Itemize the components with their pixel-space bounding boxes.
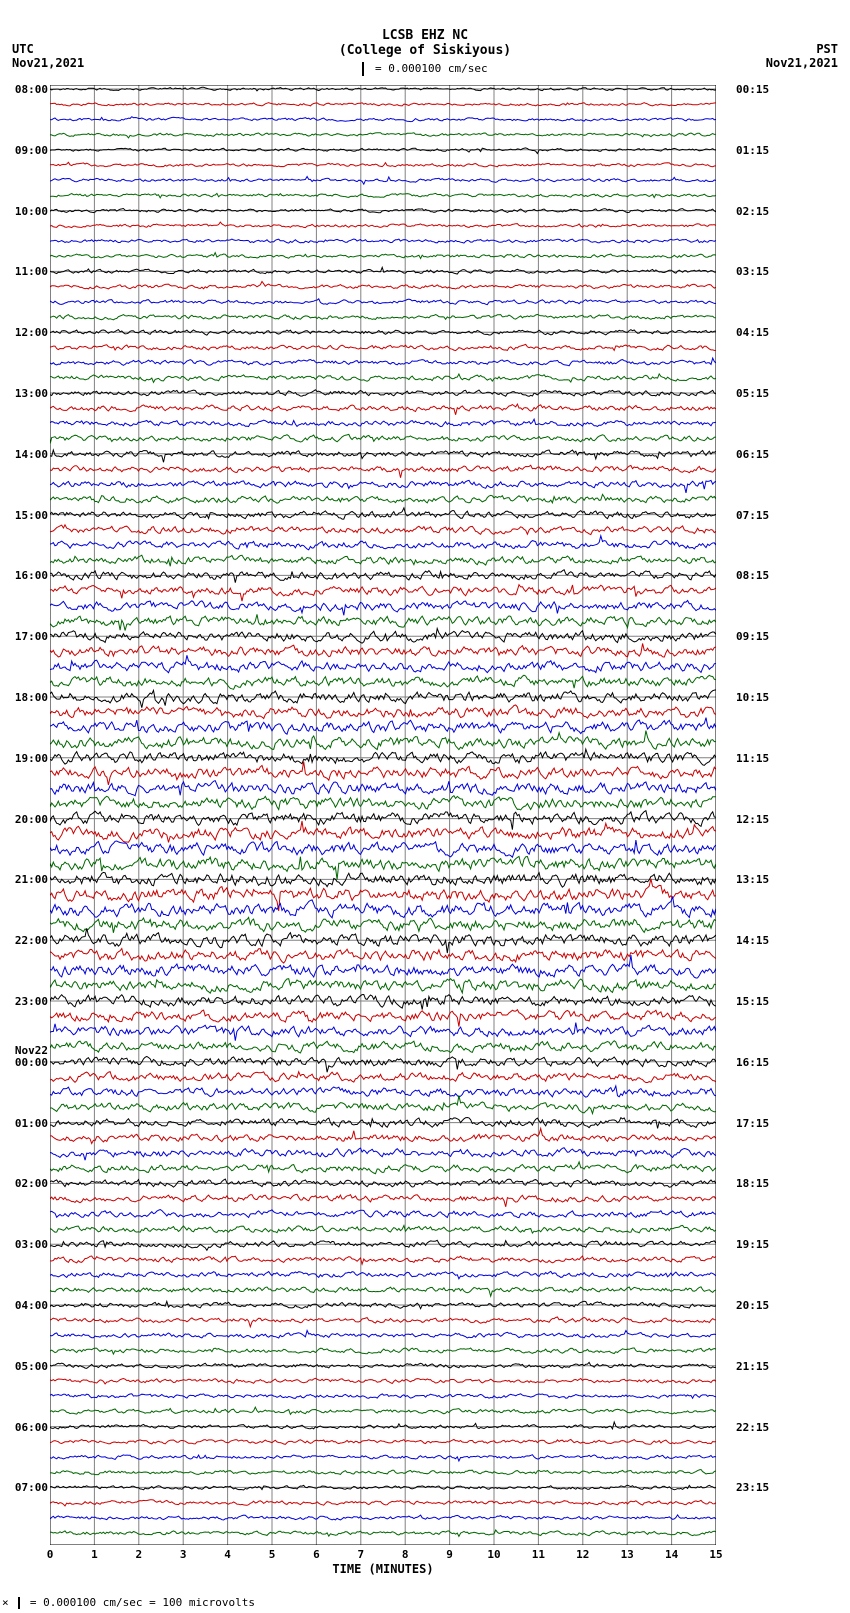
station-title: LCSB EHZ NC [0,0,850,43]
right-time: 02:15 [736,205,776,218]
x-tick: 2 [135,1548,142,1561]
left-time: 19:00 [10,752,48,765]
right-time: 07:15 [736,509,776,522]
right-time: 06:15 [736,448,776,461]
right-time: 14:15 [736,934,776,947]
station-subtitle: (College of Siskiyous) [0,43,850,58]
right-time: 20:15 [736,1299,776,1312]
right-time: 17:15 [736,1117,776,1130]
x-tick: 1 [91,1548,98,1561]
tz-left: UTC [12,42,34,56]
left-time: 05:00 [10,1360,48,1373]
x-tick: 4 [224,1548,231,1561]
right-time: 12:15 [736,813,776,826]
footer-bar-icon [18,1597,20,1609]
scale-label: = 0.000100 cm/sec [0,62,850,76]
left-time: 22:00 [10,934,48,947]
helicorder-container: LCSB EHZ NC (College of Siskiyous) = 0.0… [0,0,850,1613]
helicorder-svg [50,85,716,1545]
right-time: 15:15 [736,995,776,1008]
right-time: 13:15 [736,873,776,886]
x-tick: 14 [665,1548,678,1561]
left-time: 16:00 [10,569,48,582]
x-tick: 6 [313,1548,320,1561]
x-tick: 15 [709,1548,722,1561]
left-time: 04:00 [10,1299,48,1312]
right-time: 01:15 [736,144,776,157]
xaxis-label: TIME (MINUTES) [50,1562,716,1576]
footer: × = 0.000100 cm/sec = 100 microvolts [2,1596,255,1609]
x-tick: 11 [532,1548,545,1561]
tz-right: PST [816,42,838,56]
right-time: 03:15 [736,265,776,278]
left-time: 21:00 [10,873,48,886]
x-tick: 12 [576,1548,589,1561]
scale-text: = 0.000100 cm/sec [375,62,488,75]
left-time: 03:00 [10,1238,48,1251]
left-time: 09:00 [10,144,48,157]
x-tick: 5 [269,1548,276,1561]
right-time: 11:15 [736,752,776,765]
left-time: 12:00 [10,326,48,339]
x-tick: 13 [621,1548,634,1561]
left-time: 02:00 [10,1177,48,1190]
x-tick: 7 [357,1548,364,1561]
right-time: 16:15 [736,1056,776,1069]
left-time: 07:00 [10,1481,48,1494]
left-time: 01:00 [10,1117,48,1130]
x-tick: 0 [47,1548,54,1561]
right-time: 08:15 [736,569,776,582]
left-time: 23:00 [10,995,48,1008]
x-tick: 8 [402,1548,409,1561]
left-time: 11:00 [10,265,48,278]
left-time: 00:00 [10,1056,48,1069]
right-time: 00:15 [736,83,776,96]
x-tick: 10 [487,1548,500,1561]
date-left: Nov21,2021 [12,56,84,70]
left-time: 10:00 [10,205,48,218]
date-right: Nov21,2021 [766,56,838,70]
left-time: 06:00 [10,1421,48,1434]
right-time: 23:15 [736,1481,776,1494]
x-tick: 3 [180,1548,187,1561]
right-time: 10:15 [736,691,776,704]
right-time: 05:15 [736,387,776,400]
left-time: 20:00 [10,813,48,826]
x-tick: 9 [446,1548,453,1561]
right-time: 19:15 [736,1238,776,1251]
left-time: 15:00 [10,509,48,522]
footer-text: = 0.000100 cm/sec = 100 microvolts [30,1596,255,1609]
left-time: 14:00 [10,448,48,461]
right-time: 18:15 [736,1177,776,1190]
right-time: 04:15 [736,326,776,339]
plot-area [50,85,716,1545]
left-time: 18:00 [10,691,48,704]
left-time: 17:00 [10,630,48,643]
right-time: 09:15 [736,630,776,643]
right-time: 22:15 [736,1421,776,1434]
footer-tick-icon: × [2,1596,9,1609]
right-time: 21:15 [736,1360,776,1373]
left-time: 08:00 [10,83,48,96]
left-time: 13:00 [10,387,48,400]
scale-bar-icon [362,62,364,76]
